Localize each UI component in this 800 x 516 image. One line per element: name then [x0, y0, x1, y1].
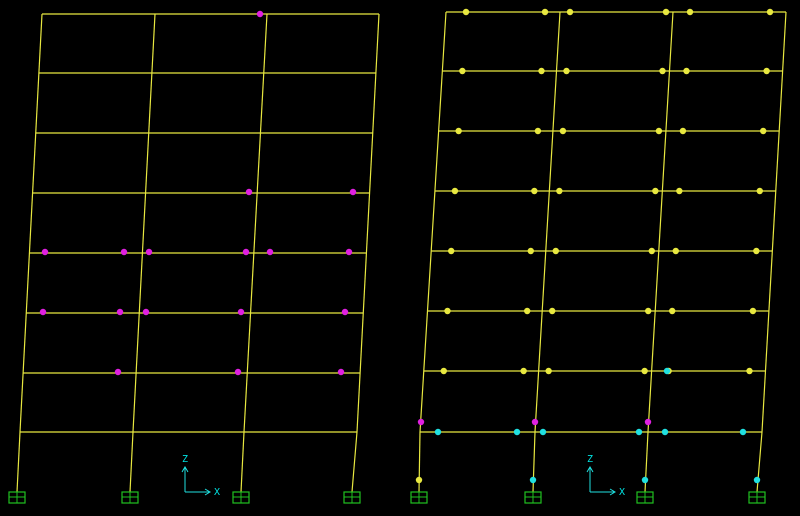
- hinge: [766, 8, 774, 16]
- hinge: [739, 428, 747, 436]
- hinge: [566, 8, 574, 16]
- hinge: [337, 368, 345, 376]
- column: [534, 11, 561, 433]
- hinge: [520, 367, 527, 375]
- column: [129, 431, 134, 493]
- hinge: [559, 127, 567, 135]
- hinge: [41, 248, 49, 256]
- hinge: [237, 308, 245, 316]
- hinge: [234, 368, 242, 376]
- hinge: [648, 247, 655, 255]
- column: [351, 431, 358, 493]
- hinge: [462, 8, 470, 16]
- hinge: [448, 247, 455, 255]
- hinge: [641, 367, 648, 375]
- column: [243, 13, 268, 433]
- hinge: [659, 67, 666, 75]
- hinge: [534, 127, 542, 135]
- hinge: [256, 10, 264, 18]
- hinge: [459, 67, 466, 75]
- hinge: [563, 67, 570, 75]
- axis-x-arrow: [204, 488, 211, 496]
- axis-z-arrow: [181, 466, 189, 473]
- hinge: [455, 127, 462, 135]
- hinge: [120, 248, 128, 256]
- hinge: [116, 308, 124, 316]
- hinge: [549, 307, 556, 315]
- column: [132, 13, 156, 433]
- hinge: [763, 67, 770, 75]
- column: [419, 11, 447, 433]
- hinge: [753, 247, 760, 255]
- hinge: [679, 127, 687, 135]
- axis-z-label: Z: [182, 454, 188, 465]
- hinge: [641, 476, 649, 484]
- axis-x-label: X: [619, 487, 625, 498]
- hinge: [440, 367, 447, 375]
- hinge: [663, 367, 671, 375]
- axis-z-arrow: [586, 466, 594, 473]
- hinge: [245, 188, 253, 196]
- hinge: [527, 247, 534, 255]
- hinge: [415, 476, 423, 484]
- hinge: [513, 428, 521, 436]
- hinge: [655, 127, 663, 135]
- hinge: [242, 248, 250, 256]
- axis-x-label: X: [214, 487, 220, 498]
- axis-z-label: Z: [587, 454, 593, 465]
- hinge: [662, 8, 670, 16]
- column: [356, 13, 380, 433]
- hinge: [529, 476, 537, 484]
- hinge: [746, 367, 753, 375]
- hinge: [417, 418, 425, 426]
- column: [761, 11, 787, 433]
- hinge: [538, 67, 545, 75]
- hinge: [531, 418, 539, 426]
- hinge: [552, 247, 559, 255]
- hinge: [645, 307, 652, 315]
- hinge: [644, 418, 652, 426]
- hinge: [760, 127, 767, 135]
- hinge: [39, 308, 47, 316]
- hinge: [749, 307, 757, 315]
- hinge: [114, 368, 122, 376]
- column: [240, 431, 245, 493]
- hinge: [652, 187, 659, 195]
- column: [16, 431, 21, 493]
- hinge: [683, 67, 690, 75]
- hinge: [142, 308, 150, 316]
- hinge: [524, 307, 531, 315]
- hinge: [676, 187, 683, 195]
- column: [19, 13, 43, 433]
- axis-x-arrow: [609, 488, 616, 496]
- hinge: [669, 307, 676, 315]
- hinge: [451, 187, 459, 195]
- hinge: [635, 428, 643, 436]
- hinge: [539, 428, 547, 436]
- column: [647, 11, 674, 433]
- hinge: [145, 248, 153, 256]
- hinge: [541, 8, 549, 16]
- hinge: [545, 367, 552, 375]
- hinge: [686, 8, 694, 16]
- hinge: [434, 428, 442, 436]
- hinge: [266, 248, 274, 256]
- hinge: [531, 187, 538, 195]
- hinge: [345, 248, 353, 256]
- hinge: [661, 428, 669, 436]
- hinge: [672, 247, 679, 255]
- hinge: [341, 308, 349, 316]
- hinge: [753, 476, 761, 484]
- hinge: [756, 187, 763, 195]
- hinge: [556, 187, 563, 195]
- hinge: [349, 188, 357, 196]
- hinge: [444, 307, 451, 315]
